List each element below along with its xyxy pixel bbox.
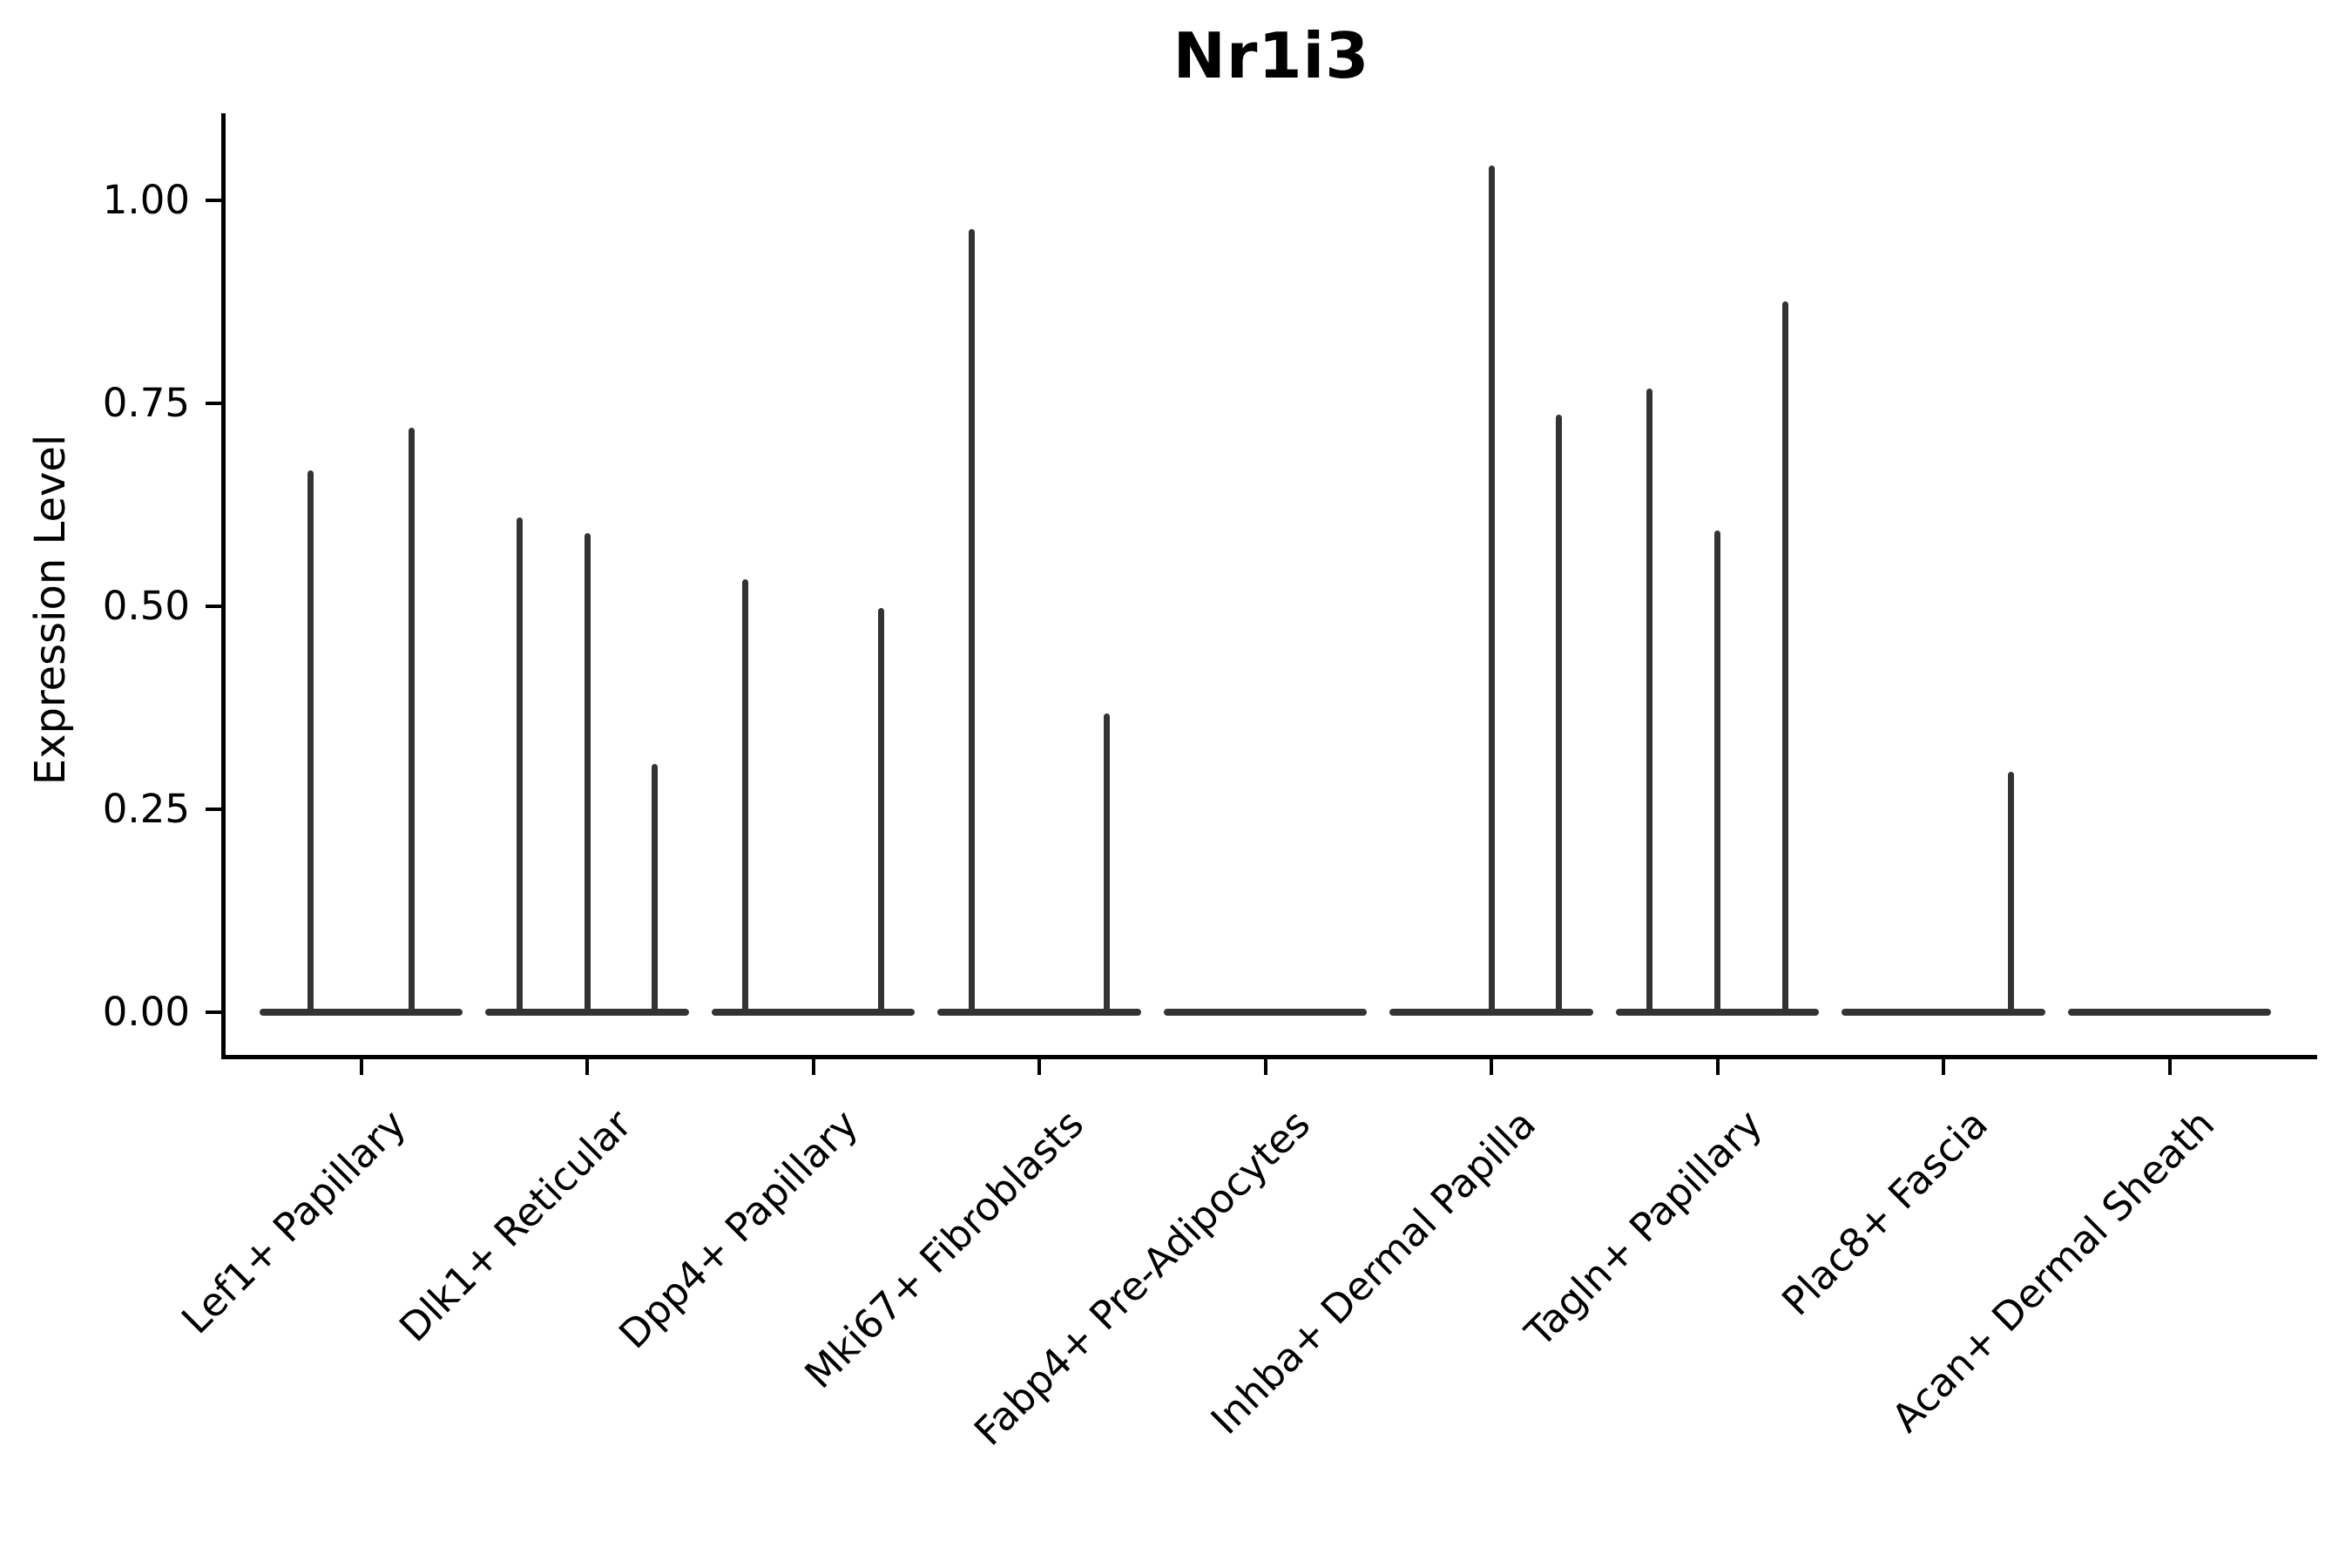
violin-spike bbox=[1104, 713, 1111, 1016]
x-tick-label: Tagln+ Papillary bbox=[1516, 1100, 1771, 1356]
violin-spike bbox=[1488, 165, 1495, 1016]
violin-spike bbox=[742, 579, 749, 1016]
violin-spike bbox=[968, 228, 975, 1016]
x-tick-label: Plac8+ Fascia bbox=[1773, 1100, 1997, 1325]
x-tick bbox=[585, 1059, 589, 1075]
y-tick bbox=[206, 199, 221, 202]
x-tick bbox=[1490, 1059, 1493, 1075]
x-tick bbox=[1715, 1059, 1720, 1075]
chart-title: Nr1i3 bbox=[1173, 19, 1370, 92]
x-tick-label: Dlk1+ Reticular bbox=[390, 1100, 641, 1351]
violin-spike bbox=[877, 607, 884, 1016]
x-tick bbox=[359, 1059, 363, 1075]
y-axis-spine bbox=[221, 113, 226, 1059]
x-tick bbox=[1037, 1059, 1041, 1075]
y-tick bbox=[206, 808, 221, 811]
violin-spike bbox=[652, 763, 659, 1016]
x-tick-label: Dpp4+ Papillary bbox=[609, 1100, 867, 1358]
y-tick bbox=[206, 402, 221, 405]
x-tick bbox=[2167, 1059, 2172, 1075]
x-tick bbox=[811, 1059, 815, 1075]
y-tick bbox=[206, 605, 221, 608]
y-tick-label: 0.00 bbox=[102, 989, 190, 1035]
x-tick-label: Lef1+ Papillary bbox=[172, 1100, 415, 1343]
violin-spike bbox=[307, 470, 314, 1016]
violin-base bbox=[2067, 1009, 2272, 1016]
violin-spike bbox=[2008, 772, 2015, 1016]
violin-spike bbox=[516, 517, 523, 1016]
violin-base bbox=[1842, 1009, 2045, 1016]
x-tick bbox=[1942, 1059, 1945, 1075]
violin-spike bbox=[584, 533, 591, 1016]
y-tick-label: 0.25 bbox=[102, 786, 190, 832]
y-tick bbox=[206, 1010, 221, 1014]
violin-base bbox=[1163, 1009, 1368, 1016]
violin-base bbox=[711, 1009, 916, 1016]
violin-spike bbox=[1714, 531, 1720, 1016]
x-axis-spine bbox=[221, 1055, 2317, 1059]
violin-spike bbox=[1781, 301, 1788, 1016]
violin-base bbox=[937, 1009, 1141, 1016]
y-tick-label: 0.50 bbox=[102, 583, 190, 629]
y-tick-label: 0.75 bbox=[102, 380, 190, 426]
violin-spike bbox=[1646, 389, 1653, 1016]
violin-spike bbox=[409, 427, 416, 1016]
y-tick-label: 1.00 bbox=[102, 177, 190, 223]
violin-spike bbox=[1556, 415, 1563, 1016]
x-tick bbox=[1263, 1059, 1267, 1075]
violin-base bbox=[259, 1009, 463, 1016]
